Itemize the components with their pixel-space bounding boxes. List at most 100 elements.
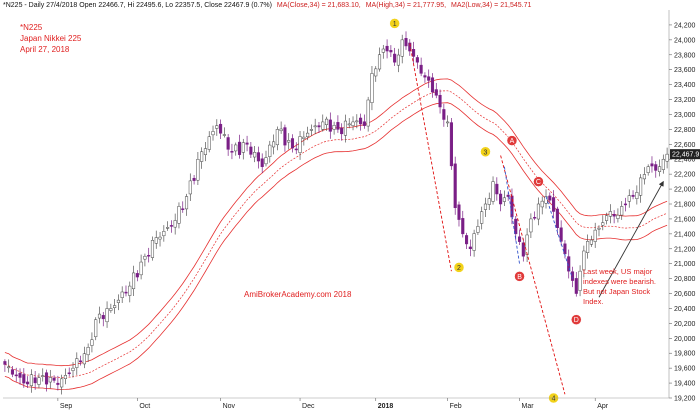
trend-line-blue [503, 166, 520, 264]
candle [150, 236, 155, 261]
y-tick-label: 19,400 [674, 381, 696, 388]
candle [468, 239, 472, 257]
y-tick-label: 22,200 [674, 172, 696, 179]
candle [321, 114, 325, 132]
candles [3, 31, 669, 395]
candle [196, 152, 200, 186]
candle [120, 286, 124, 303]
y-tick-label: 21,400 [674, 231, 696, 238]
candle [313, 118, 317, 135]
candle [442, 103, 446, 127]
candle [423, 72, 427, 83]
candle [256, 146, 260, 169]
y-tick-label: 22,400 [674, 157, 696, 164]
candle [627, 189, 631, 208]
candle [340, 123, 344, 141]
title-symbol: *N225 [20, 23, 43, 32]
x-tick-label: Mar [522, 403, 535, 410]
candle [332, 121, 336, 135]
candle [37, 373, 41, 389]
candle [480, 206, 484, 230]
y-tick-label: 23,200 [674, 97, 696, 104]
candle [79, 355, 83, 366]
candle [147, 247, 151, 263]
candle [82, 346, 86, 369]
y-tick-label: 20,600 [674, 291, 696, 298]
candle [457, 201, 461, 227]
candle [499, 189, 503, 212]
candle [26, 376, 30, 388]
y-tick-label: 20,800 [674, 276, 696, 283]
candle [200, 147, 204, 169]
candle [574, 272, 578, 297]
candle [56, 375, 60, 391]
candle [226, 134, 230, 156]
candle [192, 175, 196, 185]
y-axis: 19,200 19,400 19,600 19,800 20,000 20,200 20,4… [668, 10, 700, 403]
y-tick-label: 24,200 [674, 22, 696, 29]
svg-text:A: A [510, 138, 515, 145]
candle [158, 231, 162, 247]
candle [10, 366, 15, 378]
candle [124, 285, 128, 297]
candle [582, 245, 586, 278]
y-tick-label: 24,000 [674, 37, 696, 44]
candle [181, 201, 185, 213]
candle [491, 176, 495, 205]
wave-marker-A: A [506, 135, 518, 146]
candle [427, 69, 431, 88]
y-tick-label: 19,600 [674, 366, 696, 373]
candle [215, 119, 219, 136]
candle [362, 114, 366, 129]
candle [434, 82, 438, 99]
candle [502, 190, 506, 206]
candle [109, 303, 113, 313]
candle [517, 229, 522, 245]
candle [654, 161, 658, 178]
candle [438, 89, 442, 114]
candle [453, 156, 457, 215]
candle [412, 41, 416, 64]
trend-lines [409, 43, 664, 395]
svg-text:4: 4 [552, 396, 556, 403]
candle [94, 317, 98, 341]
candle [60, 374, 64, 395]
candle [400, 34, 404, 64]
candle [75, 352, 79, 375]
candle [665, 147, 669, 169]
candle [139, 254, 143, 280]
candle [135, 270, 139, 282]
candle [253, 145, 257, 163]
y-tick-label: 21,000 [674, 261, 696, 268]
candle [268, 140, 272, 163]
candle [63, 368, 67, 385]
candle [162, 225, 166, 242]
candle [302, 131, 306, 146]
candle [3, 359, 7, 372]
candle [559, 220, 563, 246]
candle [359, 113, 363, 131]
wave-marker-D: D [571, 314, 582, 325]
svg-text:B: B [517, 274, 522, 281]
candle [7, 359, 11, 373]
candle [177, 202, 181, 229]
svg-text:3: 3 [484, 149, 488, 156]
candle [264, 150, 268, 167]
candle [317, 121, 321, 134]
wave-markers: 1 2 3 4 A B C D [389, 18, 582, 404]
candle [18, 368, 22, 385]
candle [249, 141, 253, 159]
trend-line-red [409, 43, 452, 272]
wave-marker-2: 2 [453, 262, 465, 273]
y-tick-label: 23,800 [674, 52, 696, 59]
candle [128, 281, 132, 303]
annotation-line-2: indexes were bearish. [583, 277, 656, 286]
candle [290, 134, 295, 153]
candle [336, 115, 340, 133]
wave-marker-1: 1 [389, 18, 400, 29]
candle [521, 238, 525, 262]
svg-text:D: D [574, 317, 579, 324]
candle [389, 45, 393, 57]
candle [188, 173, 192, 202]
